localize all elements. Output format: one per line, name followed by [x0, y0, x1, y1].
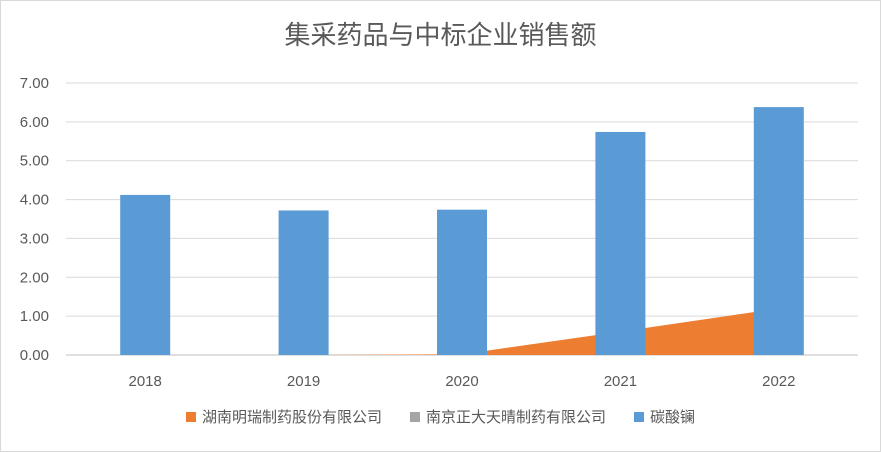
y-tick-label: 3.00: [20, 230, 49, 247]
legend-item-lanthanum-carbonate: 碳酸镧: [634, 406, 695, 427]
chart-title: 集采药品与中标企业销售额: [284, 21, 597, 51]
x-tick-label: 2022: [762, 373, 795, 390]
legend-swatch-orange: [185, 411, 196, 422]
bar-2022: [753, 107, 804, 355]
bar-2019: [278, 210, 329, 355]
y-tick-label: 0.00: [20, 347, 49, 364]
legend-item-hunan-mingrui: 湖南明瑞制药股份有限公司: [185, 406, 382, 427]
legend-label: 南京正大天晴制药有限公司: [425, 408, 606, 426]
bar-2018: [120, 194, 171, 355]
x-tick-label: 2021: [604, 373, 637, 390]
legend-label: 湖南明瑞制药股份有限公司: [201, 408, 382, 426]
bar-2021: [595, 131, 646, 355]
x-tick-label: 2018: [129, 373, 162, 390]
chart-legend: 湖南明瑞制药股份有限公司 南京正大天晴制药有限公司 碳酸镧: [1, 406, 880, 427]
legend-label: 碳酸镧: [650, 408, 696, 426]
chart-plot: 0.00 1.00 2.00 3.00 4.00 5.00 6.00 7.00 2018 201…: [20, 75, 858, 390]
legend-swatch-gray: [409, 411, 420, 422]
legend-item-nanjing-zhengda: 南京正大天晴制药有限公司: [409, 406, 606, 427]
bar-2020: [437, 209, 487, 355]
y-tick-label: 5.00: [20, 153, 49, 170]
legend-swatch-blue: [634, 411, 644, 422]
y-tick-label: 4.00: [20, 192, 49, 209]
y-tick-label: 7.00: [20, 75, 49, 92]
x-tick-label: 2020: [445, 373, 478, 390]
y-tick-label: 1.00: [20, 308, 49, 325]
y-tick-label: 2.00: [20, 269, 49, 286]
y-tick-label: 6.00: [20, 114, 49, 131]
x-tick-label: 2019: [287, 373, 320, 390]
